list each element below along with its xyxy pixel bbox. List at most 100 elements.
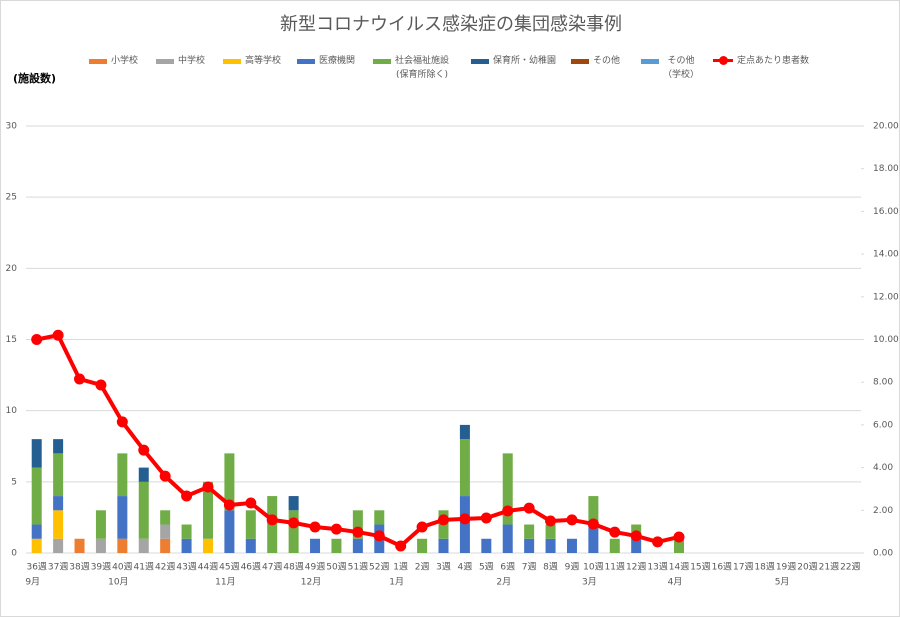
y2-tick-label: 10.00 (873, 335, 899, 345)
legend-swatch (297, 59, 315, 64)
month-label: 9月 (25, 577, 40, 588)
x-tick-label: 2週 (415, 562, 430, 573)
bar-segment (53, 510, 64, 539)
bar-segment (288, 496, 299, 511)
bar-segment (181, 524, 192, 539)
bar-segment (160, 524, 171, 539)
month-label: 1月 (389, 577, 404, 588)
x-tick-label: 13週 (647, 562, 667, 573)
legend-swatch (223, 59, 241, 64)
legend-label: 定点あたり患者数 (737, 56, 810, 66)
x-tick-label: 47週 (262, 562, 282, 573)
x-tick-label: 3週 (436, 562, 451, 573)
x-tick-label: 7週 (522, 562, 537, 573)
bar-segment (331, 538, 342, 553)
bar-segment (117, 453, 128, 497)
bar-segment (31, 467, 42, 525)
x-tick-label: 8週 (543, 562, 558, 573)
legend-item: 定点あたり患者数 (713, 54, 809, 68)
bar-segment (288, 510, 299, 553)
legend-swatch (373, 59, 391, 64)
x-tick-label: 38週 (69, 562, 89, 573)
line-marker (330, 523, 342, 535)
y-tick-label: 10 (6, 406, 18, 416)
legend-label: 保育所・幼稚園 (493, 56, 557, 66)
line-marker (652, 536, 664, 548)
bar-segment (117, 538, 128, 553)
line-marker (373, 530, 385, 542)
bar-segment (138, 467, 149, 482)
y2-tick-label: 6.00 (873, 420, 893, 430)
bar-segment (566, 538, 577, 553)
x-tick-label: 5週 (479, 562, 494, 573)
x-tick-label: 45週 (219, 562, 239, 573)
legend-label: 小学校 (111, 56, 139, 66)
line-marker (566, 514, 578, 526)
line-marker (395, 540, 407, 552)
month-label: 12月 (301, 577, 321, 588)
month-label: 3月 (582, 577, 597, 588)
bar-segment (374, 510, 385, 525)
x-tick-label: 11週 (605, 562, 625, 573)
legend-swatch (89, 59, 107, 64)
line-marker (181, 490, 193, 502)
legend-label: 社会福祉施設 (保育所除く) (395, 56, 450, 80)
x-tick-label: 6週 (500, 562, 515, 573)
line-marker (502, 505, 514, 517)
x-tick-label: 22週 (840, 562, 860, 573)
y-tick-label: 0 (11, 549, 17, 559)
y-axis-label: (施設数) (13, 71, 56, 85)
x-tick-label: 14週 (669, 562, 689, 573)
month-label: 5月 (775, 577, 790, 588)
y2-tick-label: 20.00 (873, 122, 899, 132)
bar-segment (674, 538, 685, 553)
bar-segment (459, 439, 470, 497)
x-tick-label: 4週 (458, 562, 473, 573)
legend-marker (719, 56, 728, 65)
bar-segment (545, 538, 556, 553)
bar-segment (74, 538, 85, 553)
x-tick-label: 52週 (369, 562, 389, 573)
x-tick-label: 36週 (26, 562, 46, 573)
bar-segment (181, 538, 192, 553)
line-marker (438, 514, 449, 526)
y-tick-label: 20 (6, 264, 18, 274)
bar-segment (545, 524, 556, 539)
legend-swatch (713, 56, 733, 65)
line-marker (309, 521, 321, 533)
x-tick-label: 42週 (155, 562, 175, 573)
line-marker (288, 517, 300, 529)
bar-segment (417, 538, 428, 553)
x-tick-label: 15週 (690, 562, 710, 573)
legend-item: 保育所・幼稚園 (471, 54, 556, 68)
line-marker (74, 373, 86, 385)
legend-label: その他 （学校） (663, 56, 700, 80)
y2-tick-label: 18.00 (873, 164, 899, 174)
x-tick-label: 19週 (776, 562, 796, 573)
bar-segment (524, 524, 535, 539)
bar-segment (524, 538, 535, 553)
month-label: 4月 (668, 577, 683, 588)
bar-segment (138, 481, 149, 539)
bar-segment (31, 439, 42, 468)
bar-segment (53, 453, 64, 497)
x-tick-label: 1週 (393, 562, 408, 573)
x-tick-label: 21週 (819, 562, 839, 573)
legend-label: 医療機関 (319, 56, 356, 66)
line-marker (202, 481, 214, 493)
x-tick-label: 51週 (348, 562, 368, 573)
bar-segment (502, 453, 513, 525)
bar-segment (95, 510, 106, 539)
legend-item: 医療機関 (297, 54, 355, 68)
bar-segment (459, 496, 470, 553)
x-tick-label: 20週 (797, 562, 817, 573)
x-tick-label: 9週 (565, 562, 580, 573)
legend-swatch (156, 59, 174, 64)
bar-segment (31, 524, 42, 539)
bar-segment (160, 510, 171, 525)
legend-swatch (471, 59, 489, 64)
bar-segment (588, 496, 599, 525)
line-marker (266, 514, 278, 526)
